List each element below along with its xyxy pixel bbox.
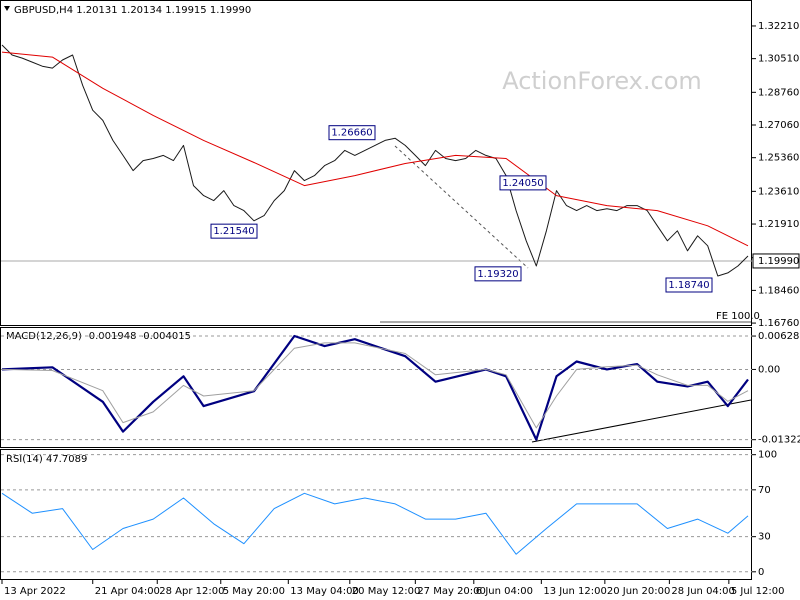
y-tick-label: 1.18460 xyxy=(758,285,799,296)
last-price-label: 1.19990 xyxy=(758,256,799,267)
y-tick-label: 1.27060 xyxy=(758,120,799,131)
y-tick-label: 1.30510 xyxy=(758,54,799,65)
series-line xyxy=(1,342,749,429)
x-tick-label: 20 Jun 20:00 xyxy=(607,586,671,597)
fe-label: FE 100.0 xyxy=(716,311,760,322)
x-tick-label: 21 Apr 04:00 xyxy=(95,586,160,597)
price-label-box xyxy=(210,223,258,239)
fib-line xyxy=(394,145,529,269)
x-tick-label: 20 May 12:00 xyxy=(352,586,421,597)
x-tick-label: 5 Jul 12:00 xyxy=(731,586,785,597)
x-tick-label: 13 Apr 2022 xyxy=(4,586,66,597)
last-price-box xyxy=(752,253,800,269)
rsi-title: RSI(14) 47.7089 xyxy=(6,454,87,465)
price-label: 1.24050 xyxy=(502,178,543,189)
title-arrow xyxy=(4,6,10,11)
x-tick-label: 13 May 04:00 xyxy=(290,586,359,597)
x-tick-label: 13 Jun 12:00 xyxy=(543,586,607,597)
y-tick-label: 1.25360 xyxy=(758,153,799,164)
price-panel-frame xyxy=(0,0,752,326)
price-label: 1.26660 xyxy=(331,128,372,139)
y-tick-label: 1.16760 xyxy=(758,318,799,329)
y-tick-label: 0.006285 xyxy=(758,331,800,342)
y-tick-label: 30 xyxy=(758,532,771,543)
rsi-panel-frame xyxy=(0,449,752,580)
trend-line xyxy=(531,399,752,443)
price-label-box xyxy=(499,175,547,191)
price-label-box xyxy=(474,266,522,282)
x-tick-label: 6 Jun 04:00 xyxy=(476,586,533,597)
price-title: GBPUSD,H4 1.20131 1.20134 1.19915 1.1999… xyxy=(14,5,251,16)
price-label: 1.18740 xyxy=(668,280,709,291)
price-label: 1.21540 xyxy=(213,226,254,237)
x-tick-label: 28 Jun 04:00 xyxy=(671,586,735,597)
y-tick-label: 100 xyxy=(758,450,777,461)
series-line xyxy=(1,492,749,555)
series-line xyxy=(1,51,749,247)
x-tick-label: 5 May 20:00 xyxy=(223,586,285,597)
y-tick-label: 1.21910 xyxy=(758,219,799,230)
y-tick-label: 1.23610 xyxy=(758,186,799,197)
price-label-box xyxy=(328,125,376,141)
y-tick-label: 1.32210 xyxy=(758,21,799,32)
y-tick-label: 1.28760 xyxy=(758,87,799,98)
y-tick-label: 70 xyxy=(758,485,771,496)
y-tick-label: -0.013223 xyxy=(758,435,800,446)
watermark: ActionForex.com xyxy=(502,67,702,95)
macd-panel-frame xyxy=(0,327,752,448)
x-tick-label: 27 May 20:00 xyxy=(417,586,486,597)
x-tick-label: 28 Apr 12:00 xyxy=(159,586,224,597)
price-label: 1.19320 xyxy=(477,269,518,280)
y-tick-label: 0 xyxy=(758,567,764,578)
series-line xyxy=(1,334,749,441)
price-label-box xyxy=(665,277,713,293)
y-tick-label: 0.00 xyxy=(758,364,780,375)
